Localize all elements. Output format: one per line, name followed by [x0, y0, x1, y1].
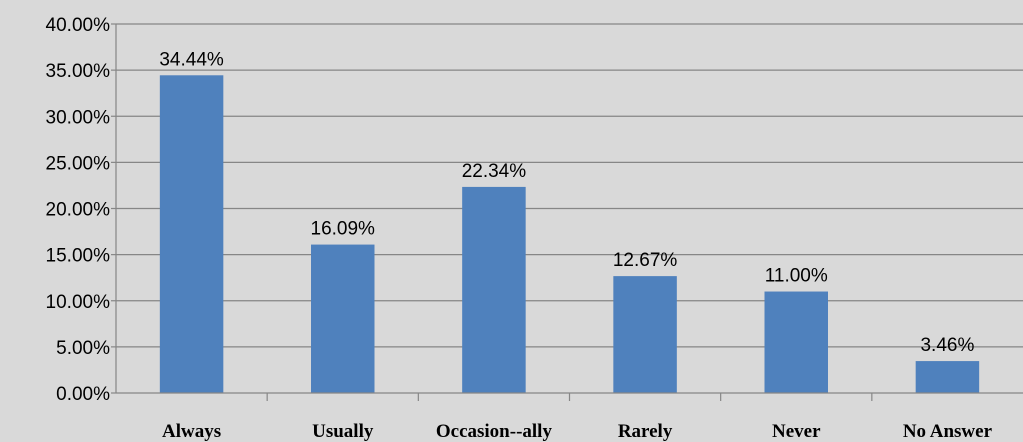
bar-never — [764, 291, 828, 393]
x-category-label: No Answer — [903, 421, 993, 442]
y-tick-label: 30.00% — [46, 107, 111, 128]
y-tick-label: 25.00% — [46, 153, 111, 174]
bar-always — [159, 75, 224, 393]
x-category-label: Never — [772, 421, 821, 442]
data-label: 22.34% — [462, 161, 527, 182]
y-tick-label: 5.00% — [56, 338, 110, 359]
data-label: 11.00% — [765, 266, 828, 287]
bar-no-answer — [915, 361, 980, 393]
data-label: 16.09% — [311, 219, 376, 240]
data-label: 12.67% — [613, 250, 678, 271]
bar-occasion-ally — [462, 186, 526, 393]
y-tick-label: 40.00% — [46, 15, 111, 36]
x-category-label: Usually — [312, 421, 374, 442]
bar-usually — [311, 244, 375, 393]
data-label: 34.44% — [159, 49, 224, 70]
bar-rarely — [613, 276, 677, 393]
x-category-label: Always — [162, 421, 221, 442]
y-tick-label: 0.00% — [56, 384, 110, 405]
x-category-label: Occasion--ally — [436, 421, 553, 442]
data-label: 3.46% — [920, 335, 974, 356]
x-category-label: Rarely — [618, 421, 673, 442]
y-tick-label: 35.00% — [46, 61, 111, 82]
y-tick-label: 20.00% — [46, 200, 111, 221]
y-tick-label: 10.00% — [46, 292, 111, 313]
y-tick-label: 15.00% — [46, 246, 111, 267]
